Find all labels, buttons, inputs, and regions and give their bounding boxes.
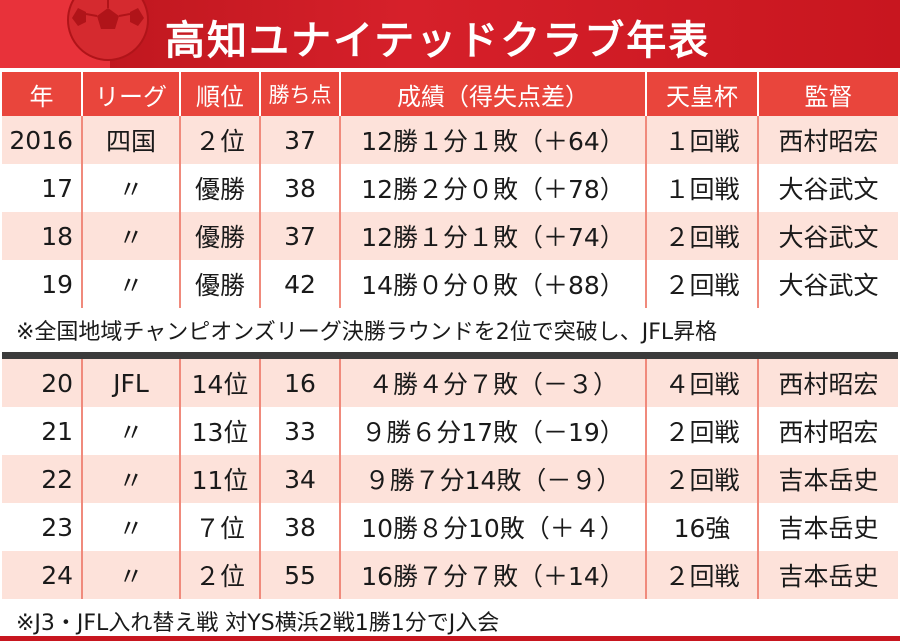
cell-rank: 優勝	[179, 260, 260, 308]
header-emperors-cup: 天皇杯	[645, 72, 758, 116]
cell-year: 22	[2, 455, 82, 503]
note-row: ※全国地域チャンピオンズリーグ決勝ラウンドを2位で突破し、JFL昇格	[2, 308, 898, 352]
cell-cup: 16強	[645, 503, 758, 551]
page-title: 高知ユナイテッドクラブ年表	[165, 18, 711, 64]
table-header-row: 年 リーグ 順位 勝ち点 成績（得失点差） 天皇杯 監督	[2, 72, 898, 116]
cell-league: 四国	[81, 116, 180, 164]
cell-manager: 吉本岳史	[757, 551, 898, 599]
cell-points: 37	[259, 212, 340, 260]
table-row: 22 〃 11位 34 ９勝７分14敗（－９） ２回戦 吉本岳史	[2, 455, 898, 503]
cell-manager: 吉本岳史	[757, 503, 898, 551]
cell-year: 20	[2, 359, 82, 407]
header-manager: 監督	[757, 72, 898, 116]
table-row: 21 〃 13位 33 ９勝６分17敗（－19） ２回戦 西村昭宏	[2, 407, 898, 455]
cell-points: 37	[259, 116, 340, 164]
cell-league: JFL	[81, 359, 180, 407]
cell-record: 12勝２分０敗（＋78）	[339, 164, 646, 212]
cell-year: 17	[2, 164, 82, 212]
cell-record: 12勝１分１敗（＋64）	[339, 116, 646, 164]
cell-points: 33	[259, 407, 340, 455]
cell-cup: ２回戦	[645, 212, 758, 260]
cell-rank: ２位	[179, 551, 260, 599]
bottom-rule	[0, 636, 900, 641]
soccer-ball-icon	[67, 0, 149, 61]
cell-points: 42	[259, 260, 340, 308]
cell-points: 55	[259, 551, 340, 599]
note-row: ※J3・JFL入れ替え戦 対YS横浜2戦1勝1分でJ入会	[2, 599, 898, 643]
divider-bar	[2, 352, 898, 359]
note-jfl-promotion: ※全国地域チャンピオンズリーグ決勝ラウンドを2位で突破し、JFL昇格	[2, 308, 898, 352]
table-row: 23 〃 ７位 38 10勝８分10敗（＋４） 16強 吉本岳史	[2, 503, 898, 551]
cell-manager: 大谷武文	[757, 212, 898, 260]
cell-rank: 11位	[179, 455, 260, 503]
cell-cup: ４回戦	[645, 359, 758, 407]
title-bar: 高知ユナイテッドクラブ年表	[0, 0, 900, 68]
cell-record: ９勝７分14敗（－９）	[339, 455, 646, 503]
cell-league: 〃	[81, 551, 180, 599]
cell-rank: ２位	[179, 116, 260, 164]
cell-league: 〃	[81, 455, 180, 503]
cell-year: 19	[2, 260, 82, 308]
table-row: 20 JFL 14位 16 ４勝４分７敗（－３） ４回戦 西村昭宏	[2, 359, 898, 407]
header-record: 成績（得失点差）	[339, 72, 646, 116]
cell-rank: 14位	[179, 359, 260, 407]
cell-record: 16勝７分７敗（＋14）	[339, 551, 646, 599]
header-year: 年	[2, 72, 82, 116]
header-points: 勝ち点	[259, 72, 340, 116]
cell-points: 38	[259, 503, 340, 551]
history-table: 年 リーグ 順位 勝ち点 成績（得失点差） 天皇杯 監督 2016 四国 ２位 …	[2, 72, 898, 643]
cell-manager: 吉本岳史	[757, 455, 898, 503]
cell-year: 21	[2, 407, 82, 455]
cell-year: 23	[2, 503, 82, 551]
cell-cup: ２回戦	[645, 455, 758, 503]
table-row: 2016 四国 ２位 37 12勝１分１敗（＋64） １回戦 西村昭宏	[2, 116, 898, 164]
table-row: 24 〃 ２位 55 16勝７分７敗（＋14） ２回戦 吉本岳史	[2, 551, 898, 599]
cell-record: 10勝８分10敗（＋４）	[339, 503, 646, 551]
cell-cup: １回戦	[645, 116, 758, 164]
cell-league: 〃	[81, 260, 180, 308]
cell-manager: 西村昭宏	[757, 407, 898, 455]
cell-league: 〃	[81, 212, 180, 260]
cell-rank: 優勝	[179, 212, 260, 260]
cell-league: 〃	[81, 407, 180, 455]
cell-rank: ７位	[179, 503, 260, 551]
cell-year: 24	[2, 551, 82, 599]
header-rank: 順位	[179, 72, 260, 116]
cell-points: 16	[259, 359, 340, 407]
cell-manager: 西村昭宏	[757, 116, 898, 164]
cell-cup: ２回戦	[645, 551, 758, 599]
cell-cup: １回戦	[645, 164, 758, 212]
cell-record: ４勝４分７敗（－３）	[339, 359, 646, 407]
header-league: リーグ	[81, 72, 180, 116]
section-divider	[2, 352, 898, 359]
cell-year: 2016	[2, 116, 82, 164]
cell-rank: 優勝	[179, 164, 260, 212]
cell-record: 12勝１分１敗（＋74）	[339, 212, 646, 260]
cell-manager: 西村昭宏	[757, 359, 898, 407]
cell-rank: 13位	[179, 407, 260, 455]
table-row: 17 〃 優勝 38 12勝２分０敗（＋78） １回戦 大谷武文	[2, 164, 898, 212]
note-j-league-admission: ※J3・JFL入れ替え戦 対YS横浜2戦1勝1分でJ入会	[2, 599, 898, 643]
cell-year: 18	[2, 212, 82, 260]
cell-cup: ２回戦	[645, 260, 758, 308]
cell-record: ９勝６分17敗（－19）	[339, 407, 646, 455]
cell-league: 〃	[81, 164, 180, 212]
cell-manager: 大谷武文	[757, 164, 898, 212]
table-row: 19 〃 優勝 42 14勝０分０敗（＋88） ２回戦 大谷武文	[2, 260, 898, 308]
cell-record: 14勝０分０敗（＋88）	[339, 260, 646, 308]
cell-league: 〃	[81, 503, 180, 551]
cell-manager: 大谷武文	[757, 260, 898, 308]
cell-cup: ２回戦	[645, 407, 758, 455]
table-row: 18 〃 優勝 37 12勝１分１敗（＋74） ２回戦 大谷武文	[2, 212, 898, 260]
cell-points: 34	[259, 455, 340, 503]
cell-points: 38	[259, 164, 340, 212]
